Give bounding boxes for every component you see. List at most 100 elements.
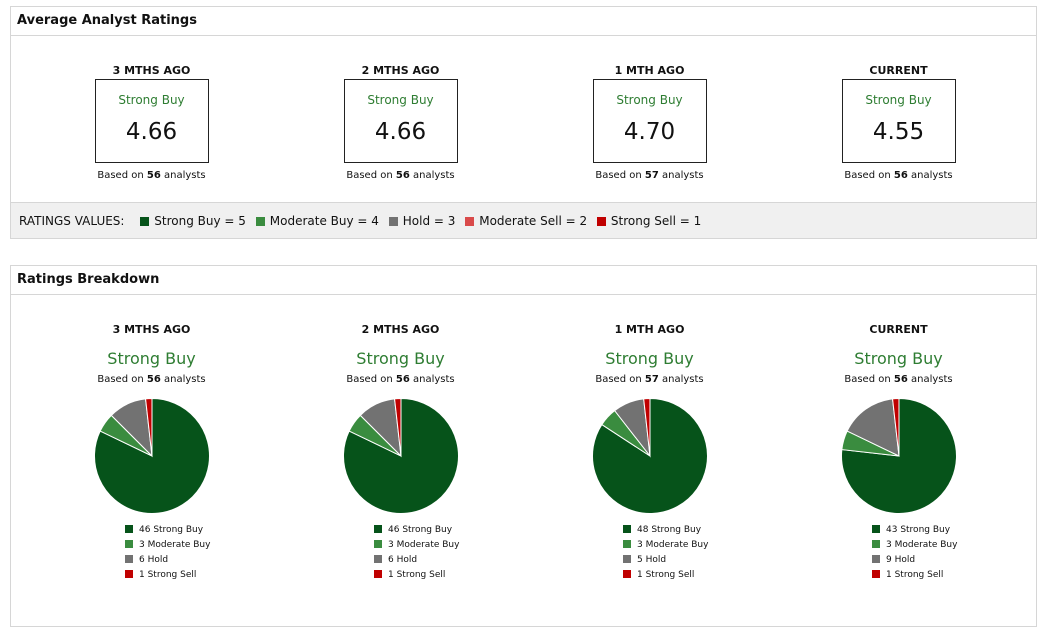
analyst-count: 56 [395, 374, 410, 385]
strong-sell-swatch [596, 217, 606, 226]
rating-value: 4.70 [623, 119, 676, 145]
breakdown-3mths: 3 MTHS AGO Strong Buy Based on 56 analys… [27, 323, 276, 583]
legend-label: 3 Moderate Buy [637, 540, 709, 550]
based-suffix: analysts [911, 170, 953, 181]
period-label: 3 MTHS AGO [112, 64, 191, 77]
pie-slice-strong-sell [144, 397, 152, 457]
legend-label: 6 Hold [388, 555, 418, 565]
ratings-value-text: Strong Sell = 1 [610, 214, 702, 228]
ratings-value-text: Hold = 3 [402, 214, 456, 228]
average-ratings-title: Average Analyst Ratings [11, 7, 1036, 36]
pie-slice-strong-sell [891, 397, 899, 457]
legend-item-hold: 9 Hold [872, 553, 1023, 568]
pie-slice-strong-sell [393, 397, 401, 457]
period-label: CURRENT [869, 64, 928, 77]
based-suffix: analysts [413, 170, 455, 181]
legend-label: 1 Strong Sell [886, 570, 944, 580]
legend-item-hold: 6 Hold [125, 553, 276, 568]
ratings-value-text: Moderate Buy = 4 [269, 214, 379, 228]
based-suffix: analysts [164, 170, 206, 181]
analyst-count-note: Based on 56 analysts [27, 169, 276, 183]
pie-slice-strong-buy [93, 397, 210, 514]
legend-label: 43 Strong Buy [886, 525, 951, 535]
legend-swatch [125, 570, 133, 578]
rating-value: 4.66 [374, 119, 427, 145]
based-suffix: analysts [662, 170, 704, 181]
consensus-rating: Strong Buy [854, 349, 943, 368]
legend-item-strong-buy: 46 Strong Buy [125, 523, 276, 538]
hold-swatch [388, 217, 398, 226]
rating-text: Strong Buy [118, 93, 185, 107]
legend-item-strong-sell: 1 Strong Sell [125, 568, 276, 583]
legend-swatch [623, 555, 631, 563]
legend-item-moderate-buy: 3 Moderate Buy [125, 538, 276, 553]
analyst-count-note: Based on 56 analysts [774, 169, 1023, 183]
analyst-count: 57 [644, 374, 659, 385]
ratings-value-moderate-buy: Moderate Buy = 4 [255, 214, 379, 228]
legend-swatch [374, 570, 382, 578]
analyst-count-note: Based on 56 analysts [774, 373, 1023, 387]
analyst-count: 56 [146, 170, 161, 181]
legend-label: 3 Moderate Buy [886, 540, 958, 550]
ratings-value-text: Strong Buy = 5 [154, 214, 246, 228]
breakdown-current: CURRENT Strong Buy Based on 56 analysts … [774, 323, 1023, 583]
legend-label: 3 Moderate Buy [139, 540, 211, 550]
analyst-count: 56 [395, 170, 410, 181]
analyst-count-note: Based on 57 analysts [525, 373, 774, 387]
breakdown-1mth: 1 MTH AGO Strong Buy Based on 57 analyst… [525, 323, 774, 583]
consensus-rating: Strong Buy [356, 349, 445, 368]
analyst-count-note: Based on 57 analysts [525, 169, 774, 183]
legend-swatch [872, 570, 880, 578]
rating-text: Strong Buy [865, 93, 932, 107]
based-suffix: analysts [911, 374, 953, 385]
period-label: 1 MTH AGO [614, 323, 685, 336]
legend-swatch [872, 555, 880, 563]
analyst-count-note: Based on 56 analysts [276, 373, 525, 387]
legend-label: 6 Hold [139, 555, 169, 565]
based-prefix: Based on [844, 170, 891, 181]
legend-item-strong-sell: 1 Strong Sell [374, 568, 525, 583]
based-prefix: Based on [595, 170, 642, 181]
period-label: 3 MTHS AGO [112, 323, 191, 336]
analyst-count: 56 [893, 170, 908, 181]
legend-swatch [374, 540, 382, 548]
legend-label: 1 Strong Sell [637, 570, 695, 580]
legend-label: 46 Strong Buy [388, 525, 453, 535]
legend-label: 1 Strong Sell [139, 570, 197, 580]
legend-swatch [623, 570, 631, 578]
analyst-count-note: Based on 56 analysts [276, 169, 525, 183]
legend-item-strong-sell: 1 Strong Sell [872, 568, 1023, 583]
based-suffix: analysts [164, 374, 206, 385]
ratings-pie-chart [591, 397, 708, 514]
ratings-pie-chart [342, 397, 459, 514]
pie-slice-strong-buy [840, 397, 957, 514]
consensus-rating: Strong Buy [107, 349, 196, 368]
legend-item-moderate-buy: 3 Moderate Buy [374, 538, 525, 553]
legend-swatch [872, 525, 880, 533]
based-prefix: Based on [346, 170, 393, 181]
rating-box: Strong Buy 4.70 [592, 79, 707, 163]
rating-text: Strong Buy [616, 93, 683, 107]
legend-swatch [374, 555, 382, 563]
rating-value: 4.66 [125, 119, 178, 145]
period-label: CURRENT [869, 323, 928, 336]
legend-label: 5 Hold [637, 555, 667, 565]
legend-swatch [125, 525, 133, 533]
consensus-rating: Strong Buy [605, 349, 694, 368]
legend-swatch [623, 540, 631, 548]
based-prefix: Based on [595, 374, 642, 385]
avg-period-1mth: 1 MTH AGO Strong Buy 4.70 Based on 57 an… [525, 64, 774, 183]
average-ratings-panel: Average Analyst Ratings 3 MTHS AGO Stron… [10, 6, 1037, 239]
legend-label: 46 Strong Buy [139, 525, 204, 535]
breakdown-2mths: 2 MTHS AGO Strong Buy Based on 56 analys… [276, 323, 525, 583]
legend-swatch [125, 555, 133, 563]
avg-period-2mths: 2 MTHS AGO Strong Buy 4.66 Based on 56 a… [276, 64, 525, 183]
legend-item-strong-buy: 48 Strong Buy [623, 523, 774, 538]
pie-legend: 43 Strong Buy 3 Moderate Buy 9 Hold 1 Stron… [872, 523, 1023, 583]
ratings-breakdown-panel: Ratings Breakdown 3 MTHS AGO Strong Buy … [10, 265, 1037, 627]
ratings-values-legend: RATINGS VALUES: Strong Buy = 5 Moderate … [11, 202, 1036, 238]
based-prefix: Based on [97, 374, 144, 385]
rating-text: Strong Buy [367, 93, 434, 107]
ratings-pie-chart [93, 397, 210, 514]
legend-label: 9 Hold [886, 555, 916, 565]
